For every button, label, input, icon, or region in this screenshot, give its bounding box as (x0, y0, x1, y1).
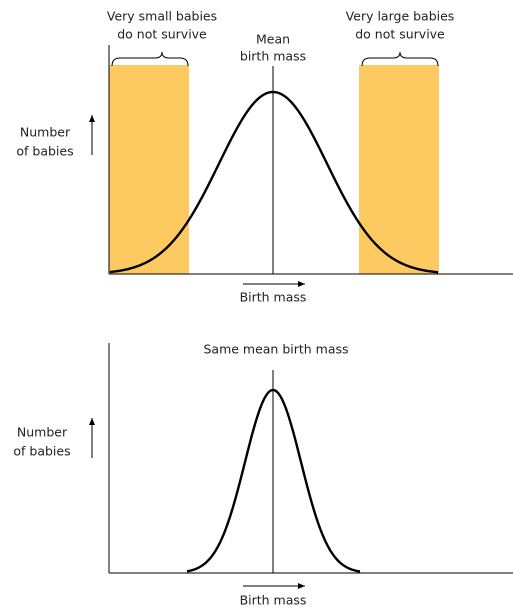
y-label: of babies (16, 144, 73, 159)
y-label: Number (17, 425, 68, 440)
x-label: Birth mass (240, 290, 307, 305)
eliminated-large (359, 65, 439, 274)
eliminated-small (109, 65, 189, 274)
brace (111, 51, 189, 67)
distribution-curve (186, 388, 361, 573)
brace (361, 51, 439, 67)
label: do not survive (355, 27, 445, 42)
label: Mean (256, 32, 290, 47)
y-label: of babies (13, 444, 70, 459)
label: do not survive (117, 27, 207, 42)
label: Very large babies (346, 9, 455, 24)
y-label: Number (20, 125, 71, 140)
label: birth mass (240, 49, 306, 64)
label: Very small babies (107, 9, 217, 24)
label: Same mean birth mass (203, 342, 348, 357)
distribution-curve (109, 90, 439, 274)
x-label: Birth mass (240, 593, 307, 608)
